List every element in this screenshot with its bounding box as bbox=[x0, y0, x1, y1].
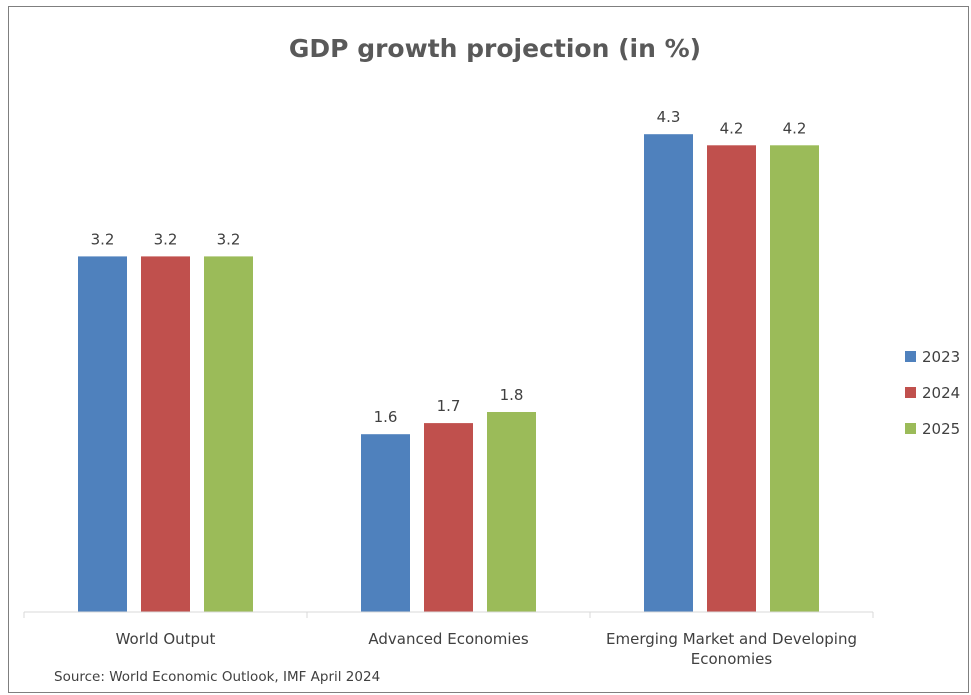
category-label-2-line-1: Economies bbox=[691, 650, 773, 668]
data-labels-layer: 3.2 3.2 3.2 1.6 1.7 1.8 4.3 4.2 4.2 bbox=[91, 108, 807, 426]
bar-2025-0 bbox=[204, 256, 253, 612]
bar-2023-2 bbox=[644, 134, 693, 612]
data-label-2025-2: 4.2 bbox=[783, 119, 807, 137]
legend: 2023 2024 2025 bbox=[905, 348, 960, 438]
bar-2025-1 bbox=[487, 412, 536, 612]
category-label-2-line-0: Emerging Market and Developing bbox=[606, 630, 857, 648]
chart-svg: GDP growth projection (in %) 3.2 3.2 3.2 1.… bbox=[23, 34, 960, 685]
legend-swatch-2023 bbox=[905, 351, 916, 362]
category-labels-layer: World Output Advanced Economies Emerging M… bbox=[116, 630, 857, 668]
bar-2023-0 bbox=[78, 256, 127, 612]
data-label-2024-1: 1.7 bbox=[437, 397, 461, 415]
bars-layer bbox=[78, 134, 819, 613]
data-label-2024-0: 3.2 bbox=[154, 230, 178, 248]
data-label-2024-2: 4.2 bbox=[720, 119, 744, 137]
legend-label-2025: 2025 bbox=[922, 420, 960, 438]
category-label-1-line-0: Advanced Economies bbox=[368, 630, 528, 648]
data-label-2023-2: 4.3 bbox=[657, 108, 681, 126]
bar-2024-1 bbox=[424, 423, 473, 612]
legend-label-2023: 2023 bbox=[922, 348, 960, 366]
bar-2025-2 bbox=[770, 145, 819, 613]
legend-swatch-2024 bbox=[905, 387, 916, 398]
bar-2024-2 bbox=[707, 145, 756, 613]
x-axis bbox=[23, 611, 874, 618]
bar-2024-0 bbox=[141, 256, 190, 612]
source-note: Source: World Economic Outlook, IMF Apri… bbox=[54, 669, 380, 685]
chart-frame: GDP growth projection (in %) 3.2 3.2 3.2 1.… bbox=[8, 6, 969, 693]
legend-swatch-2025 bbox=[905, 423, 916, 434]
legend-label-2024: 2024 bbox=[922, 384, 960, 402]
data-label-2023-1: 1.6 bbox=[374, 408, 398, 426]
category-label-0-line-0: World Output bbox=[116, 630, 216, 648]
chart-title: GDP growth projection (in %) bbox=[289, 34, 701, 63]
bar-2023-1 bbox=[361, 434, 410, 612]
data-label-2025-0: 3.2 bbox=[217, 230, 241, 248]
data-label-2023-0: 3.2 bbox=[91, 230, 115, 248]
data-label-2025-1: 1.8 bbox=[500, 386, 524, 404]
